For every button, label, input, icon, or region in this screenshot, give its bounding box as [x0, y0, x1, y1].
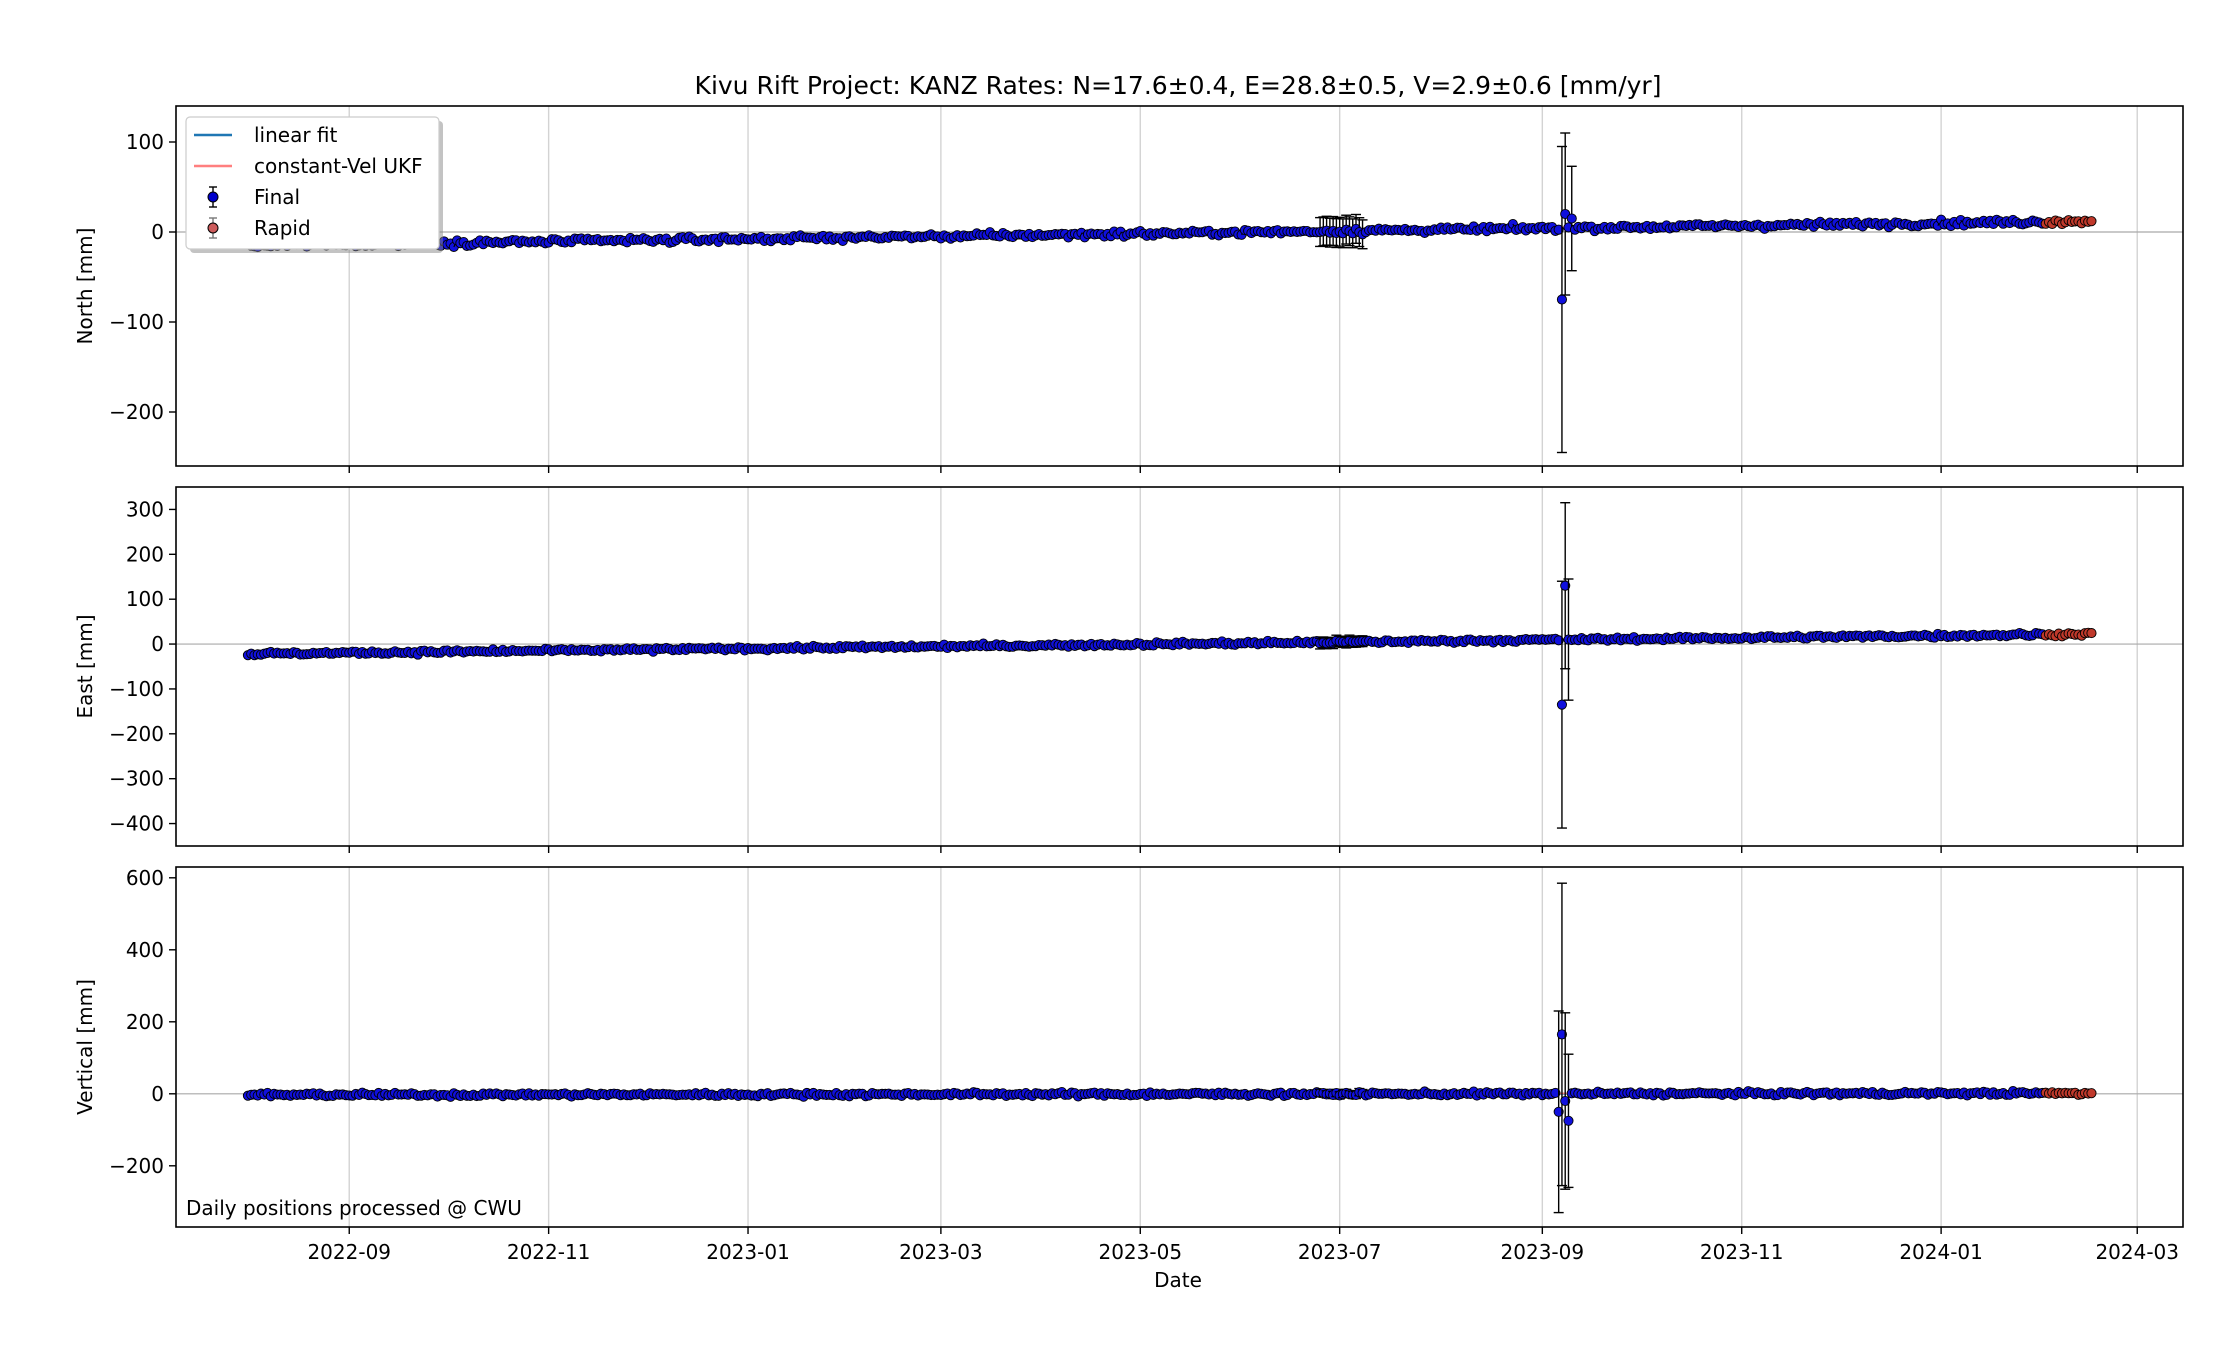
- legend: linear fit constant-Vel UKF Final Rapid: [185, 116, 443, 253]
- axes-frame: [175, 486, 2184, 847]
- panels-group: 100 0 −100 −200 North [mm] 300 200 100 0 −100 −200…: [73, 105, 2184, 1264]
- legend-label: linear fit: [254, 123, 338, 147]
- y-tick-label: −100: [109, 677, 164, 701]
- rapid-point: [2086, 628, 2097, 639]
- y-axis-label: Vertical [mm]: [73, 979, 97, 1115]
- final-point: [1563, 1115, 1574, 1126]
- x-tick-label: 2023-09: [1501, 1240, 1585, 1264]
- legend-label: constant-Vel UKF: [254, 154, 423, 178]
- series-points: [242, 132, 2097, 454]
- series-points: [242, 882, 2097, 1214]
- legend-point-marker: [207, 191, 219, 203]
- final-point: [1566, 213, 1577, 224]
- x-tick-label: 2022-09: [307, 1240, 391, 1264]
- y-tick-label: −300: [109, 767, 164, 791]
- y-tick-label: 0: [151, 220, 164, 244]
- y-tick-label: −400: [109, 812, 164, 836]
- y-tick-label: 200: [126, 1010, 164, 1034]
- y-tick-label: 0: [151, 632, 164, 656]
- y-tick-label: 200: [126, 542, 164, 566]
- x-tick-label: 2023-11: [1700, 1240, 1784, 1264]
- y-axis-label: North [mm]: [73, 228, 97, 345]
- x-tick-label: 2023-03: [899, 1240, 983, 1264]
- x-axis-label: Date: [1154, 1268, 1202, 1292]
- y-tick-label: −200: [109, 400, 164, 424]
- axes-frame: [175, 105, 2184, 467]
- y-tick-label: 400: [126, 938, 164, 962]
- chart-title: Kivu Rift Project: KANZ Rates: N=17.6±0.…: [695, 71, 1662, 100]
- y-tick-label: −200: [109, 722, 164, 746]
- y-tick-label: 300: [126, 497, 164, 521]
- panel-1: 300 200 100 0 −100 −200 −300 −400 East [mm]: [73, 486, 2184, 853]
- y-axis-label: East [mm]: [73, 614, 97, 718]
- processing-note: Daily positions processed @ CWU: [186, 1196, 522, 1220]
- y-tick-label: 0: [151, 1082, 164, 1106]
- x-tick-label: 2023-05: [1098, 1240, 1182, 1264]
- x-tick-label: 2022-11: [507, 1240, 591, 1264]
- panel-2: 600 400 200 0 −200 2022-09 2022-11 2023-01 2023-…: [73, 866, 2184, 1264]
- legend-point-marker: [207, 222, 219, 234]
- legend-label: Rapid: [254, 216, 311, 240]
- y-tick-label: −100: [109, 310, 164, 334]
- x-tick-label: 2023-01: [706, 1240, 790, 1264]
- final-point: [1556, 699, 1567, 710]
- x-tick-label: 2024-01: [1899, 1240, 1983, 1264]
- y-tick-label: 100: [126, 587, 164, 611]
- legend-label: Final: [254, 185, 300, 209]
- x-tick-label: 2024-03: [2095, 1240, 2179, 1264]
- y-tick-label: 600: [126, 866, 164, 890]
- x-tick-label: 2023-07: [1298, 1240, 1382, 1264]
- y-tick-label: 100: [126, 130, 164, 154]
- series-points: [242, 502, 2097, 829]
- final-point: [1556, 294, 1567, 305]
- rapid-point: [2086, 1088, 2097, 1099]
- axes-frame: [175, 866, 2184, 1228]
- rapid-point: [2086, 216, 2097, 227]
- y-tick-label: −200: [109, 1154, 164, 1178]
- final-point: [1553, 224, 1564, 235]
